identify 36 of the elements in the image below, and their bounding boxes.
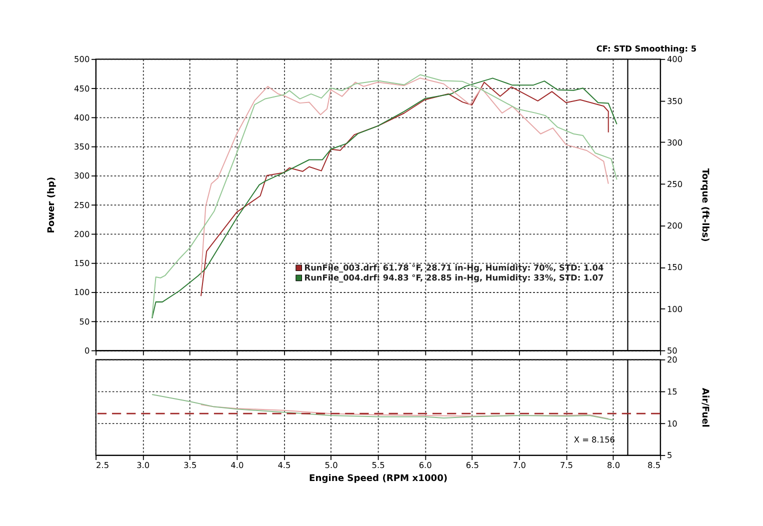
x-tick-label: 7.5 [560,460,573,470]
x-axis-title: Engine Speed (RPM x1000) [309,474,448,484]
y-tick-label: 150 [74,258,90,268]
y-axis-title: Air/Fuel [699,388,710,428]
y-tick-label: 100 [74,287,90,298]
y-tick-label: 450 [74,83,90,94]
text: CF: STD Smoothing: 5 [596,44,697,54]
y-tick-label: 10 [666,418,678,428]
x-tick-label: 4.5 [278,460,291,470]
x-tick-label: 4.0 [230,460,244,470]
x-tick-label: 7.0 [512,460,526,470]
legend-label: RunFile_004.drf: 94.83 °F, 28.85 in-Hg, Humidity: 33%, STD: 1.07 [304,272,604,283]
x-tick-label: 6.5 [466,460,479,470]
x-tick-label: 2.5 [96,460,110,470]
x-tick-label: 5.0 [324,460,338,470]
y-tick-label: 15 [666,386,678,396]
x-tick-label: 8.5 [648,460,661,470]
x-tick-label: 8.0 [607,460,620,470]
x-tick-label: 5.5 [372,460,385,470]
y-tick-label: 500 [74,54,90,64]
y-tick-label: 400 [74,112,90,122]
y-axis-title: Power (hp) [47,176,58,234]
y-tick-label: 350 [74,142,90,152]
y-tick-label: 50 [79,316,90,326]
ref-line-label: X = 8.156 [574,434,615,444]
y-tick-label: 300 [74,170,90,181]
y-tick-label: 200 [74,228,90,239]
x-tick-label: 6.0 [418,460,432,470]
y-tick-label: 0 [84,345,90,356]
legend-label: RunFile_003.drf: 61.78 °F, 28.71 in-Hg, Humidity: 70%, STD: 1.04 [304,262,604,273]
y-tick-label: 5 [666,450,672,460]
x-tick-label: 3.0 [136,460,150,470]
y-tick-label: 250 [74,200,90,210]
y2-axis-title: Torque (ft-lbs) [699,168,710,242]
x-tick-label: 3.5 [184,460,197,470]
y-tick-label: 20 [666,354,678,365]
